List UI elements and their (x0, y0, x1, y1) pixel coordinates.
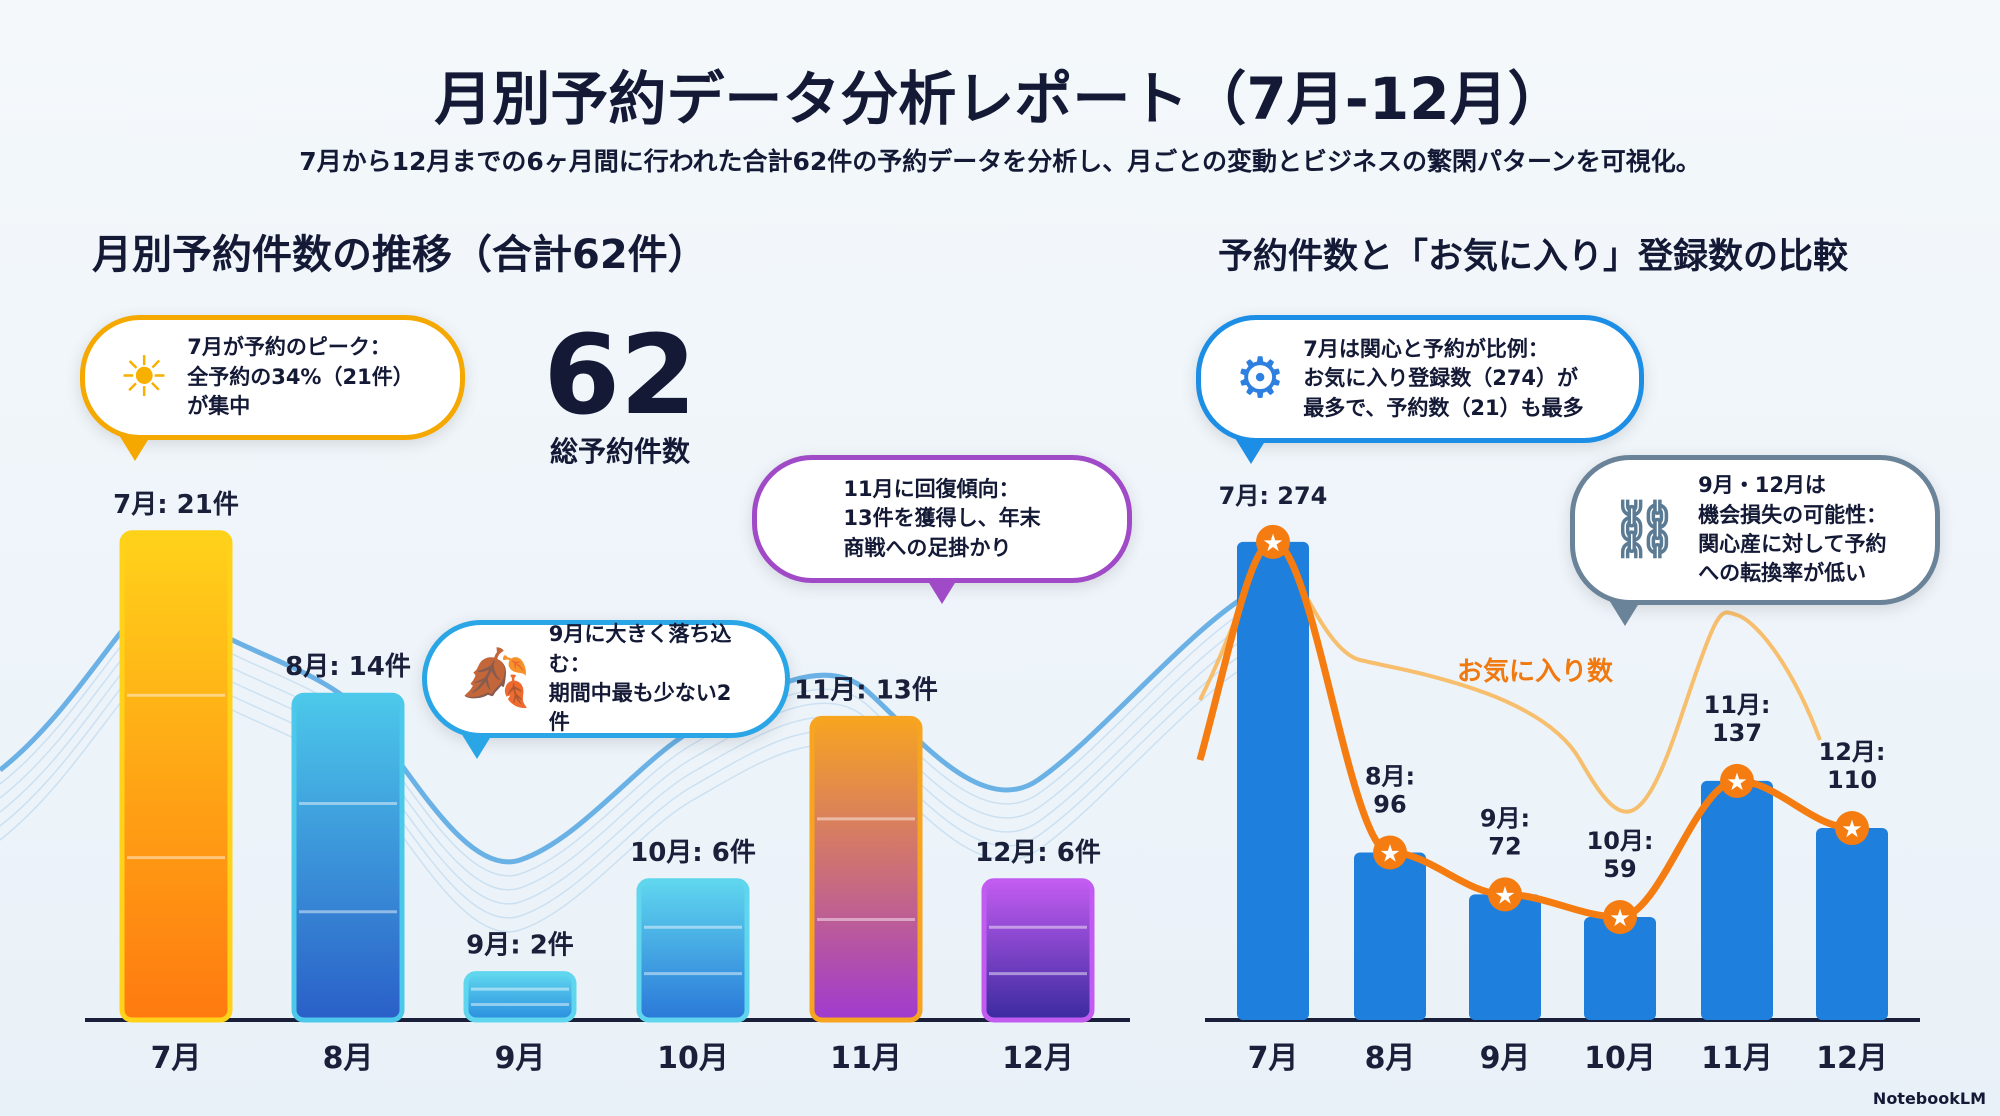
data-label: 10月: 6件 (630, 838, 756, 868)
favorites-point (1720, 763, 1754, 798)
x-tick-label: 11月 (830, 1041, 902, 1076)
data-label: 7月: 21件 (113, 490, 239, 520)
page-title: 月別予約データ分析レポート（7月-12月） (434, 65, 1566, 133)
x-tick-label: 7月 (1248, 1041, 1299, 1076)
data-label: 10月: (1587, 827, 1654, 855)
bar-9月 (463, 971, 577, 1023)
x-tick-label: 10月 (1584, 1041, 1656, 1076)
callout-drop: 🍂 9月に大きく落ち込む： 期間中最も少ない2件 (422, 620, 790, 759)
bar-7月 (119, 530, 233, 1023)
page-subtitle: 7月から12月までの6ヶ月間に行われた合計62件の予約データを分析し、月ごとの変… (299, 147, 1701, 176)
callout-opportunity-loss: ⛓ 9月・12月は 機会損失の可能性： 関心産に対して予約 への転換率が低い (1570, 455, 1940, 626)
favorites-point (1603, 900, 1637, 935)
bar-7月 (1237, 541, 1309, 1020)
series-label: お気に入り数 (1457, 656, 1614, 687)
data-label: 9月: (1480, 804, 1530, 832)
x-tick-label: 8月 (323, 1041, 374, 1076)
total-value: 62 (543, 311, 697, 439)
left-chart-title: 月別予約件数の推移（合計62件） (92, 232, 708, 278)
data-label: 11月: (1704, 691, 1771, 719)
data-label: 72 (1488, 832, 1521, 860)
data-label: 12月: 6件 (975, 838, 1101, 868)
bar-12月 (981, 878, 1095, 1023)
bar-8月 (291, 692, 405, 1023)
callout-peak: ☀ 7月が予約のピーク： 全予約の34%（21件） が集中 (80, 315, 465, 461)
star-icon: ★ (1494, 881, 1516, 909)
data-label: 96 (1373, 790, 1406, 818)
callout-text: 9月・12月は 機会損失の可能性： 関心産に対して予約 への転換率が低い (1698, 473, 1888, 586)
favorites-point (1373, 835, 1407, 870)
bar-11月 (1701, 780, 1773, 1020)
x-tick-label: 9月 (1480, 1041, 1531, 1076)
favorites-point (1256, 524, 1290, 559)
broken-chain-icon: ⛓ (1609, 497, 1681, 562)
star-icon: ★ (1262, 529, 1284, 557)
right-chart-title: 予約件数と「お気に入り」登録数の比較 (1218, 237, 1849, 277)
gears-icon: ⚙ (1235, 346, 1286, 411)
callout-text: 7月は関心と予約が比例： お気に入り登録数（274）が 最多で、予約数（21）も… (1303, 336, 1584, 420)
data-label: 11月: 13件 (794, 675, 938, 705)
bar-9月 (1469, 894, 1541, 1020)
x-tick-label: 11月 (1701, 1041, 1773, 1076)
bar-11月 (809, 715, 923, 1023)
x-tick-label: 12月 (1816, 1041, 1888, 1076)
data-label: 137 (1712, 719, 1762, 747)
bar-10月 (636, 878, 750, 1023)
favorites-point (1835, 811, 1869, 846)
notebooklm-logo: NotebookLM (1872, 1089, 1986, 1108)
x-tick-label: 12月 (1002, 1041, 1074, 1076)
total-label: 総予約件数 (549, 435, 690, 468)
bar-10月 (1584, 917, 1656, 1020)
autumn-leaves-icon: 🍂 (461, 646, 531, 711)
callout-text: 9月に大きく落ち込む： 期間中最も少ない2件 (548, 622, 732, 735)
star-icon: ★ (1379, 839, 1401, 867)
data-label: 110 (1827, 766, 1877, 794)
x-tick-label: 8月 (1365, 1041, 1416, 1076)
callout-recover: 11月に回復傾向： 13件を獲得し、年末 商戦への足掛かり (752, 455, 1132, 604)
sun-icon: ☀ (119, 344, 170, 410)
callout-text: 11月に回復傾向： 13件を獲得し、年末 商戦への足掛かり (843, 476, 1041, 560)
data-label: 12月: (1819, 738, 1886, 766)
x-tick-label: 9月 (495, 1041, 546, 1076)
star-icon: ★ (1726, 768, 1748, 796)
total-kpi: 62 総予約件数 (520, 320, 720, 470)
data-label: 8月: 14件 (285, 652, 411, 682)
data-label: 9月: 2件 (466, 931, 574, 961)
data-label: 8月: (1365, 762, 1415, 790)
bar-8月 (1354, 852, 1426, 1020)
favorites-point (1488, 877, 1522, 912)
data-label: 59 (1603, 855, 1636, 883)
star-icon: ★ (1841, 815, 1863, 843)
callout-proportional: ⚙ 7月は関心と予約が比例： お気に入り登録数（274）が 最多で、予約数（21… (1196, 315, 1644, 464)
data-label: 7月: 274 (1219, 482, 1328, 510)
bar-12月 (1816, 828, 1888, 1020)
star-icon: ★ (1609, 904, 1631, 932)
callout-text: 7月が予約のピーク： 全予約の34%（21件） が集中 (187, 335, 414, 419)
x-tick-label: 10月 (657, 1041, 729, 1076)
x-tick-label: 7月 (151, 1041, 202, 1076)
